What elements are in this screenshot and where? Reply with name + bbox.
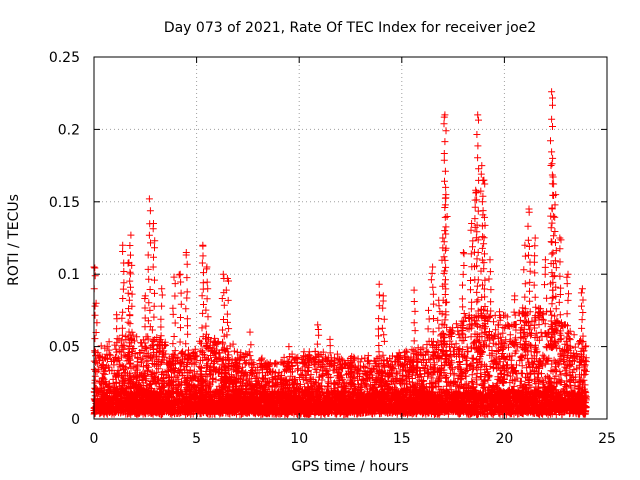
x-tick-label: 20 xyxy=(495,431,513,447)
y-tick-label: 0.1 xyxy=(58,267,80,283)
axis-ticks: 0 5 10 15 20 25 0 0.05 0.1 0.15 0.2 0.25 xyxy=(49,50,616,447)
y-tick-label: 0.25 xyxy=(49,50,80,66)
x-tick-label: 25 xyxy=(598,431,616,447)
y-tick-label: 0.05 xyxy=(49,340,80,356)
y-tick-label: 0 xyxy=(71,412,80,428)
x-tick-label: 15 xyxy=(393,431,411,447)
roti-plus-markers xyxy=(90,88,590,419)
plot-frame xyxy=(93,56,608,420)
x-tick-label: 10 xyxy=(290,431,308,447)
x-tick-label: 5 xyxy=(192,431,201,447)
y-tick-label: 0.15 xyxy=(49,195,80,211)
x-tick-label: 0 xyxy=(90,431,99,447)
data-points xyxy=(90,88,590,419)
y-axis-title: ROTI / TECUs xyxy=(6,194,22,286)
grid-lines xyxy=(94,57,607,419)
chart-title: Day 073 of 2021, Rate Of TEC Index for r… xyxy=(164,20,536,36)
x-axis-title: GPS time / hours xyxy=(291,459,408,475)
y-tick-label: 0.2 xyxy=(58,122,80,138)
